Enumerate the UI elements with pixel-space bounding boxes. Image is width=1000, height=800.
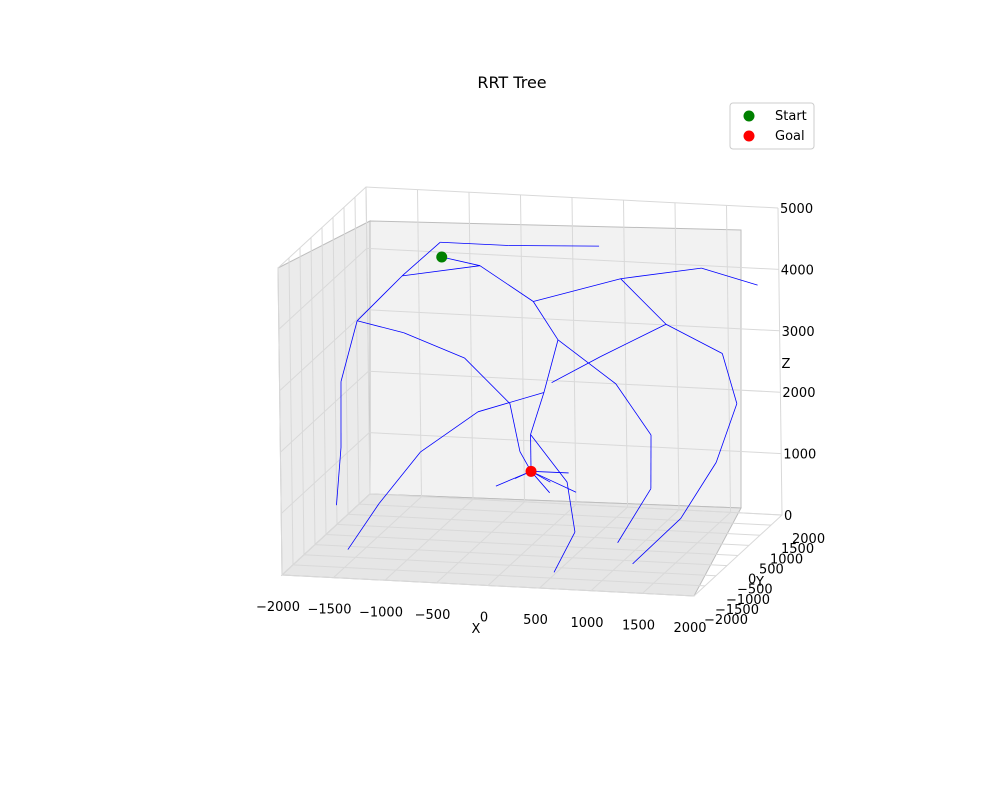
- tree-edge: [479, 265, 534, 302]
- y-tick-label: −1000: [726, 593, 770, 608]
- z-grid-line: [280, 432, 782, 514]
- z-grid-line: [281, 493, 783, 576]
- tree-edge: [403, 332, 465, 359]
- tree-edge: [530, 434, 568, 483]
- y-tick-label: 1500: [781, 542, 814, 557]
- tree-edge: [551, 356, 601, 384]
- z-tick-label: 5000: [780, 202, 813, 217]
- x-tick-label: 0: [480, 611, 488, 626]
- x-tick-label: 1000: [570, 616, 603, 631]
- legend-start-label: Start: [775, 109, 807, 124]
- y-tick-label: 0: [748, 573, 756, 588]
- tree-edge: [530, 392, 545, 435]
- tree-edge: [553, 531, 576, 573]
- x-tick-label: −2000: [256, 600, 300, 615]
- z-tick-label: 3000: [782, 325, 815, 340]
- tree-edge: [532, 301, 559, 341]
- x-tick-label: −1500: [308, 603, 352, 618]
- z-axis-label: Z: [782, 357, 791, 372]
- tree-edge: [508, 245, 600, 247]
- y-tick-label: 2000: [792, 532, 825, 547]
- tree-edge: [665, 323, 723, 354]
- z-tick-label: 2000: [782, 386, 815, 401]
- tree-edge: [464, 357, 511, 404]
- grid-lines: [277, 186, 783, 597]
- tree-edges: [336, 241, 758, 573]
- tree-edge: [533, 278, 621, 302]
- markers: [436, 251, 537, 477]
- tree-edge: [615, 383, 652, 436]
- y-tick-label: −500: [737, 583, 773, 598]
- x-tick-label: 2000: [673, 621, 706, 636]
- x-tick-label: −1000: [359, 605, 403, 620]
- tree-edge: [620, 267, 702, 280]
- tree-edge: [600, 334, 646, 357]
- x-tick-label: 500: [523, 613, 548, 628]
- tree-edge: [701, 267, 758, 286]
- goal-point: [525, 465, 537, 477]
- legend-goal-marker: [743, 130, 755, 142]
- tree-edge: [715, 403, 738, 463]
- z-grid-line: [279, 309, 780, 392]
- z-tick-label: 4000: [781, 263, 814, 278]
- axes-panes: [277, 220, 742, 597]
- y-tick-label: 1000: [770, 552, 803, 567]
- tree-edge: [357, 320, 404, 334]
- tree-edge: [340, 320, 358, 382]
- tree-edge: [566, 481, 576, 533]
- tree-edge: [543, 339, 559, 393]
- back-pane: [369, 220, 742, 509]
- z-tick-label: 0: [784, 509, 792, 524]
- tree-edge: [620, 278, 667, 325]
- z-grid-line: [280, 370, 781, 453]
- tick-labels: −2000 −1500 −1000 −500 0 500 1000 1500 2000−2000…: [256, 202, 825, 636]
- tree-edge: [356, 275, 403, 322]
- tree-edge: [495, 470, 532, 487]
- tree-edge: [378, 451, 421, 504]
- tree-edge: [531, 470, 569, 474]
- x-axis-label: X: [472, 622, 481, 637]
- tree-edge: [557, 339, 617, 385]
- tree-edge: [440, 241, 509, 246]
- x-tick-label: −500: [415, 608, 451, 623]
- legend-goal-label: Goal: [775, 129, 805, 144]
- y-tick-label: −2000: [704, 613, 748, 628]
- tree-edge: [530, 470, 577, 493]
- tree-edge: [402, 265, 481, 277]
- x-tick-label: 1500: [622, 618, 655, 633]
- tree-edge: [632, 518, 682, 565]
- y-tick-label: −1500: [715, 603, 759, 618]
- y-axis-label: Y: [755, 575, 764, 590]
- legend: Start Goal: [729, 102, 815, 150]
- tree-edge: [347, 503, 380, 550]
- z-grid-line: [277, 186, 779, 269]
- tree-edge: [401, 241, 441, 277]
- legend-start-marker: [743, 110, 755, 122]
- tree-edge: [721, 353, 738, 404]
- tree-edge: [336, 447, 342, 506]
- tree-edge: [477, 392, 545, 413]
- tree-edge: [441, 256, 481, 267]
- chart-title: RRT Tree: [477, 73, 546, 92]
- tree-edge: [680, 462, 717, 519]
- y-tick-label: 500: [759, 562, 784, 577]
- tree-edge: [617, 488, 652, 543]
- tree-edge: [420, 411, 479, 453]
- tree-edge: [644, 323, 667, 335]
- tree-edge: [509, 403, 521, 452]
- z-grid-line: [278, 247, 779, 330]
- z-tick-label: 1000: [783, 448, 816, 463]
- start-point: [436, 251, 448, 263]
